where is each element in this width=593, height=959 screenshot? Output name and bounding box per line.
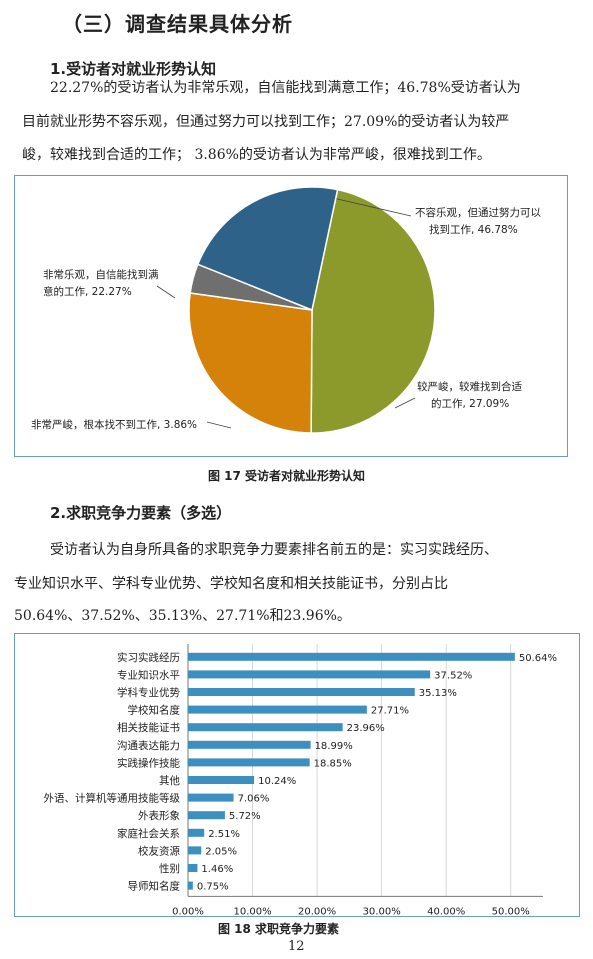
bar-category-label: 实践操作技能 (117, 756, 180, 769)
bar-category-label: 外表形象 (138, 809, 180, 822)
bar-category-label: 沟通表达能力 (117, 739, 180, 752)
bar-value-label: 50.64% (519, 653, 557, 664)
bar-value-label: 18.85% (314, 758, 352, 769)
bar-value-label: 37.52% (434, 670, 472, 681)
bar-x-tick-label: 30.00% (363, 906, 401, 916)
figure-17-caption: 图 17 受访者对就业形势认知 (208, 469, 366, 483)
bar-category-label: 导师知名度 (128, 880, 181, 893)
figure-18-caption: 图 18 求职竞争力要素 (218, 922, 340, 936)
bar-category-label: 外语、计算机等通用技能等级 (44, 792, 181, 805)
bar-category-label: 专业知识水平 (117, 668, 180, 681)
s2-para-line-2: 专业知识水平、学科专业优势、学校知名度和相关技能证书，分别占比 (14, 576, 448, 592)
bar-x-tick-label: 10.00% (233, 906, 271, 916)
s1-para-line-1: 22.27%的受访者认为非常乐观，自信能找到满意工作；46.78%受访者认为 (50, 80, 521, 96)
bar-chart-frame: 0.00% 10.00% 20.00% 30.00% 40.00% 50.00% 实习实践经… (14, 633, 580, 917)
bar-7 (188, 758, 310, 767)
pie-label-not-optimistic: 不容乐观，但通过努力可以找到工作, 46.78% (415, 206, 541, 236)
bar-12 (188, 846, 202, 855)
bar-value-label: 23.96% (347, 723, 385, 734)
bar-x-tick-label: 20.00% (298, 906, 336, 916)
pie-leader-line-very-optimistic (156, 285, 176, 299)
bar-value-label: 7.06% (238, 794, 270, 805)
bar-category-label: 校友资源 (138, 844, 180, 857)
bar-x-tick-label: 40.00% (427, 906, 465, 916)
pie-label-very-severe: 非常严峻，根本找不到工作, 3.86% (31, 418, 197, 431)
bar-value-label: 27.71% (371, 706, 409, 717)
bar-value-label: 5.72% (229, 811, 261, 822)
pie-slice-not-optimistic (310, 188, 436, 434)
bar-category-label: 学校知名度 (128, 704, 181, 717)
bar-x-tick-label: 50.00% (492, 906, 530, 916)
bar-1 (188, 652, 515, 661)
pie-slice-severe (188, 292, 313, 434)
s2-para-line-1: 受访者认为自身所具备的求职竞争力要素排名前五的是：实习实践经历、 (50, 542, 498, 558)
bar-14 (188, 881, 193, 890)
bar-8 (188, 776, 255, 784)
bar-value-label: 18.99% (315, 741, 353, 752)
bar-2 (188, 670, 431, 679)
bar-6 (188, 740, 311, 749)
pie-chart: 不容乐观，但通过努力可以找到工作, 46.78% 较严峻，较难找到合适的工作, 2… (31, 186, 541, 434)
bar-value-label: 2.51% (208, 829, 240, 840)
bar-category-label: 相关技能证书 (117, 721, 180, 734)
pie-slice-very-optimistic (196, 186, 339, 312)
pie-leader-line-not-optimistic (332, 197, 412, 217)
bar-value-label: 0.75% (197, 882, 229, 893)
bar-13 (188, 864, 198, 872)
page-number: 12 (288, 939, 305, 954)
bar-value-label: 10.24% (258, 776, 296, 787)
s2-para-line-3: 50.64%、37.52%、35.13%、27.71%和23.96%。 (14, 608, 351, 624)
section-title: （三）调查结果具体分析 (62, 12, 293, 36)
bar-category-label: 其他 (159, 774, 180, 787)
pie-leader-line-very-severe (206, 421, 232, 429)
s1-para-line-3: 峻，较难找到合适的工作； 3.86%的受访者认为非常严峻，很难找到工作。 (22, 147, 491, 163)
bar-4 (188, 705, 367, 714)
bar-category-label: 学科专业优势 (117, 686, 180, 699)
bar-10 (188, 811, 225, 820)
section-2-heading: 2.求职竞争力要素（多选） (50, 504, 232, 522)
bar-value-label: 35.13% (419, 688, 457, 699)
section-1-heading: 1.受访者对就业形势认知 (50, 60, 217, 78)
bar-11 (188, 828, 205, 837)
bar-3 (188, 688, 415, 696)
bar-category-label: 家庭社会关系 (117, 827, 180, 840)
bar-9 (188, 793, 234, 802)
pie-chart-frame: 不容乐观，但通过努力可以找到工作, 46.78% 较严峻，较难找到合适的工作, 2… (14, 175, 568, 457)
bar-chart: 0.00% 10.00% 20.00% 30.00% 40.00% 50.00% 实习实践经… (44, 644, 557, 917)
bar-category-label: 性别 (159, 862, 180, 875)
bar-value-label: 2.05% (205, 846, 237, 857)
pie-leader-line-severe (394, 397, 416, 409)
pie-label-severe: 较严峻，较难找到合适的工作, 27.09% (417, 380, 522, 410)
bar-value-label: 1.46% (201, 864, 233, 875)
bar-5 (188, 723, 343, 732)
bar-category-label: 实习实践经历 (117, 651, 180, 664)
bar-x-tick-label: 0.00% (172, 906, 204, 916)
s1-para-line-2: 目前就业形势不容乐观，但通过努力可以找到工作；27.09%的受访者认为较严 (22, 114, 510, 130)
pie-label-very-optimistic: 非常乐观，自信能找到满意的工作, 22.27% (43, 268, 159, 298)
